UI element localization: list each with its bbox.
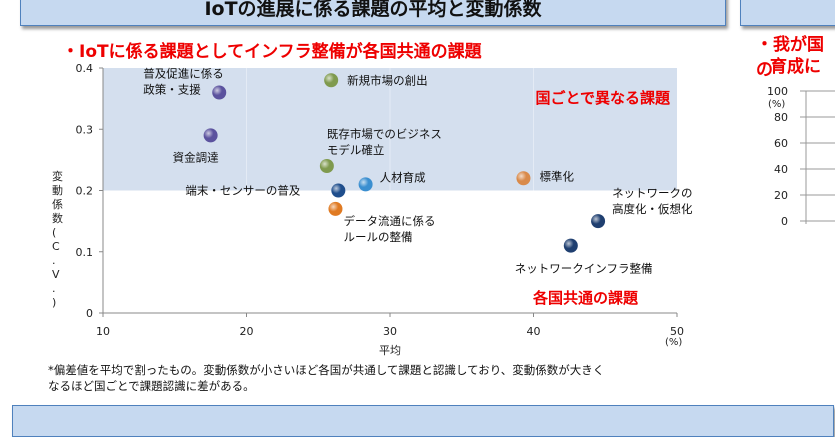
right-y-unit: (%) [768,99,785,110]
data-point-label: 既存市場でのビジネスモデル確立 [327,127,442,157]
right-banner [740,0,835,26]
x-tick-label: 10 [96,325,110,338]
right-y-tick-label: 80 [774,111,788,124]
x-tick-label: 30 [383,325,397,338]
right-y-tick-label: 40 [774,163,788,176]
y-axis-label: 変動係数(C. V.) [52,169,63,309]
data-point-label: ネットワークインフラ整備 [515,262,653,276]
x-tick-label: 50 [670,325,684,338]
title-banner: IoTの進展に係る課題の平均と変動係数 [20,0,726,26]
scatter-chart: 10 20 30 40 50 0 0.1 0.2 0.3 0.4 平均 (%) 変動係数(C. V.) 国ご… [52,62,835,357]
right-y-tick-label: 60 [774,137,788,150]
y-tick-label: 0.1 [76,246,94,259]
footnote: *偏差値を平均で割ったもの。変動係数が小さいほど各国が共通して課題と認識しており… [48,362,604,394]
x-axis-unit: (%) [665,337,682,348]
region-label-common: 各国共通の課題 [532,289,639,307]
data-point-label: 端末・センサーの普及 [185,184,300,198]
y-tick-label: 0 [86,307,93,320]
data-point-label: データ流通に係るルールの整備 [343,214,435,244]
data-point-label: 普及促進に係る政策・支援 [143,67,224,97]
page-title: IoTの進展に係る課題の平均と変動係数 [204,0,542,20]
data-point-label: 標準化 [539,169,574,183]
data-point-highlight [358,177,373,192]
right-subtitle-1: ・我が国の [756,35,824,80]
x-axis-label: 平均 [379,344,401,357]
right-y-tick-label: 0 [781,215,788,228]
data-point-highlight [319,159,334,173]
data-point-highlight [203,128,218,143]
y-tick-label: 0.4 [76,62,94,75]
data-point-highlight [591,214,606,229]
y-tick-label: 0.2 [76,185,94,198]
y-tick-label: 0.3 [76,123,94,136]
region-label-different: 国ごとで異なる課題 [535,89,671,107]
data-point-label: ネットワークの高度化・仮想化 [612,186,693,216]
footnote-line-1: *偏差値を平均で割ったもの。変動係数が小さいほど各国が共通して課題と認識しており… [48,363,605,377]
right-subtitle-2: 育成に [770,57,821,77]
data-point-highlight [516,171,531,186]
data-point-highlight [324,73,339,88]
data-point-highlight [328,201,343,216]
data-point-label: 資金調達 [173,150,219,164]
chart-subtitle: ・IoTに係る課題としてインフラ整備が各国共通の課題 [62,42,482,62]
right-y-tick-label: 100 [767,85,788,98]
data-point-highlight [563,238,578,253]
data-point-highlight [212,85,227,100]
x-tick-label: 20 [240,325,254,338]
data-point-label: 新規市場の創出 [347,73,428,87]
right-y-tick-label: 20 [774,189,788,202]
data-point-label: 人材育成 [380,170,426,184]
footnote-line-2: なるほど国ごとで課題認識に差がある。 [48,379,255,393]
x-tick-label: 40 [527,325,541,338]
data-point-highlight [331,183,346,198]
